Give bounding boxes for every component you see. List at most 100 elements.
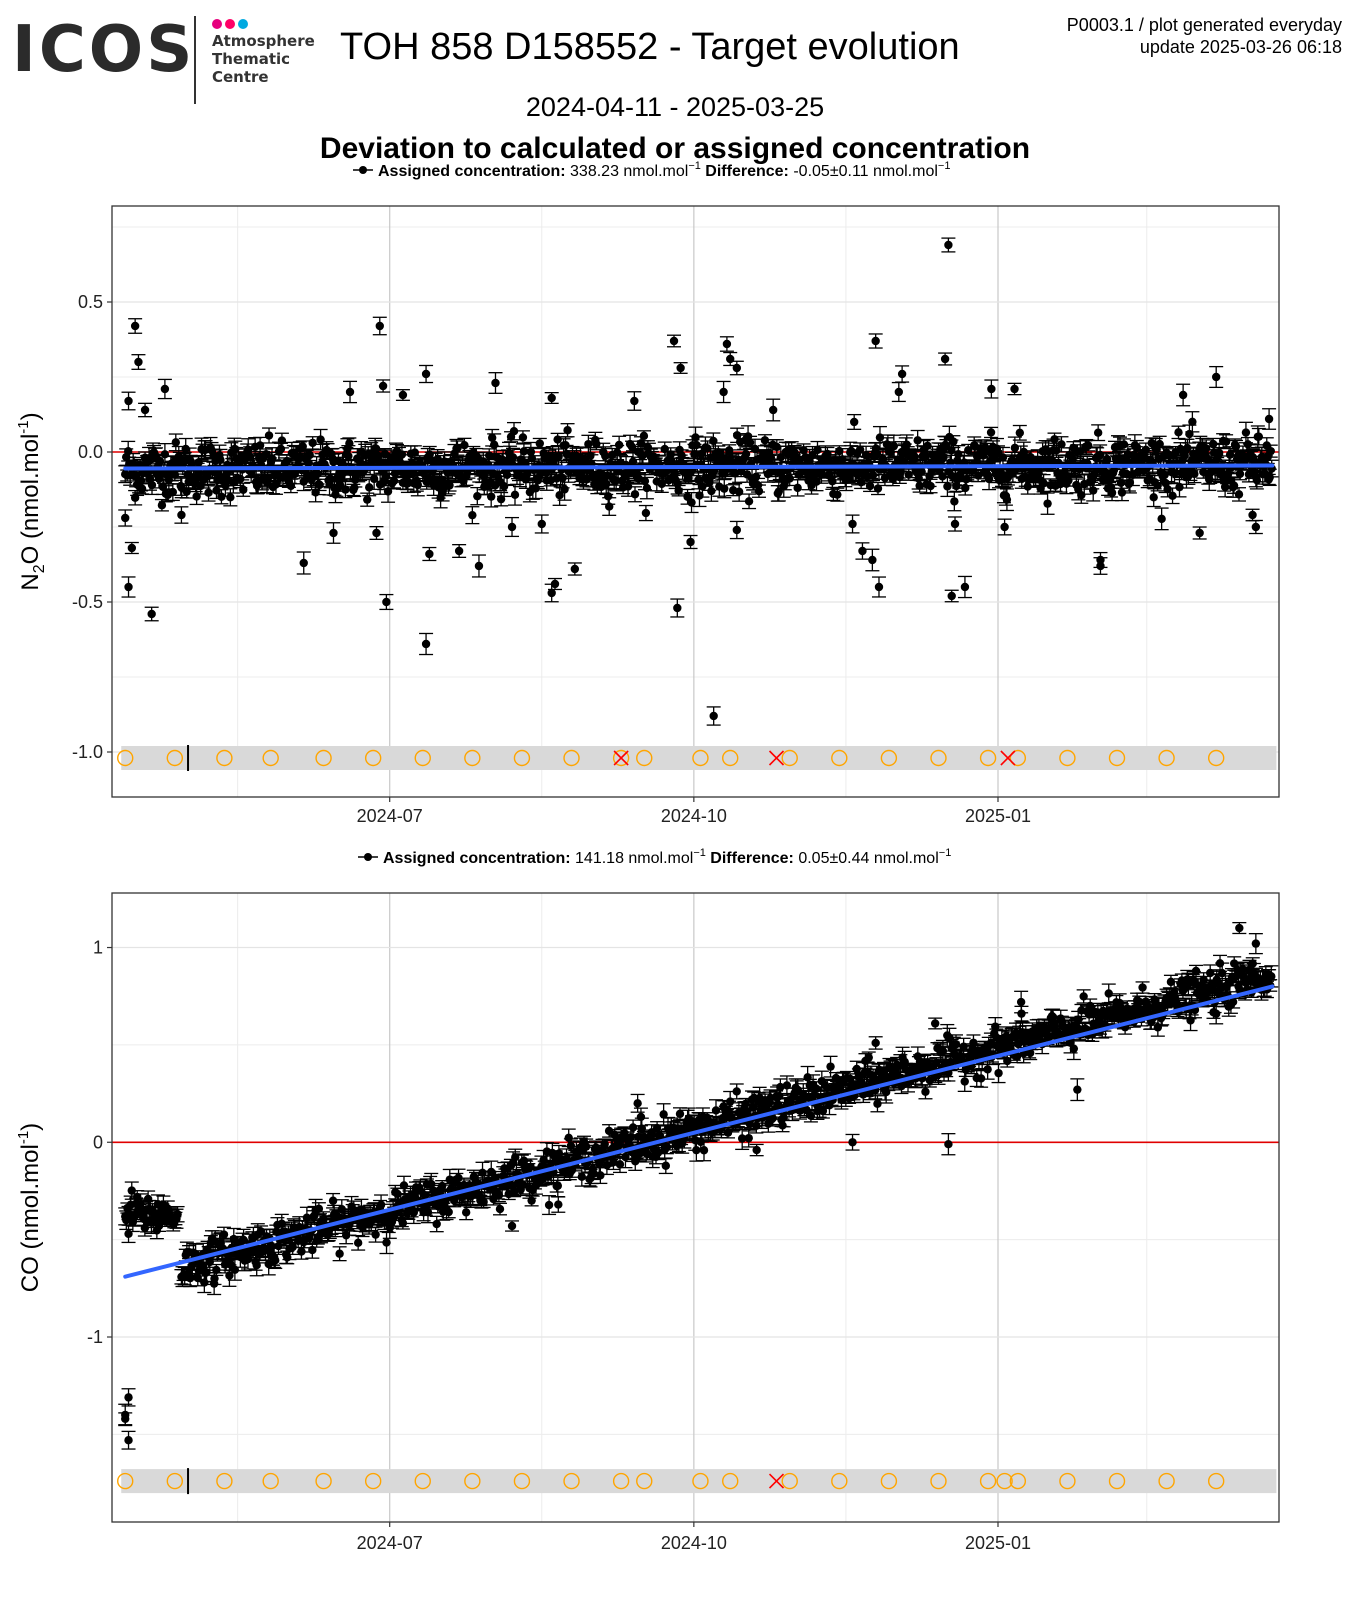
data-point xyxy=(299,558,308,568)
data-point xyxy=(264,431,274,440)
data-point xyxy=(308,438,317,448)
data-point xyxy=(527,453,537,463)
data-point xyxy=(550,579,560,589)
data-point xyxy=(560,485,569,494)
calibration-circle xyxy=(636,749,653,767)
data-point xyxy=(1064,476,1073,485)
data-point xyxy=(489,440,499,449)
logo-dots xyxy=(212,16,251,34)
data-point xyxy=(171,438,181,447)
date-range: 2024-04-11 - 2025-03-25 xyxy=(525,92,825,122)
data-point xyxy=(1114,456,1124,465)
data-point xyxy=(1266,446,1275,456)
data-point xyxy=(1183,443,1192,453)
data-point xyxy=(509,427,519,436)
data-point xyxy=(181,444,190,454)
data-point xyxy=(961,483,970,493)
data-point xyxy=(1084,441,1093,450)
data-point xyxy=(473,491,482,501)
data-point xyxy=(871,336,880,346)
flag-cross xyxy=(613,750,629,766)
data-point xyxy=(833,490,842,499)
data-point xyxy=(382,597,391,607)
y-title-part: ) xyxy=(17,412,44,420)
data-point xyxy=(372,528,381,538)
data-point xyxy=(813,445,822,455)
data-point xyxy=(732,525,742,535)
data-point xyxy=(1251,522,1261,532)
data-point xyxy=(329,528,338,538)
chart-panel-1: 0.5 0.0 -0.5 -1.0 2024-07 2024-10 2025-01 N2O (… xyxy=(15,160,1280,826)
data-point xyxy=(555,491,564,500)
data-point xyxy=(1248,510,1257,520)
data-point xyxy=(669,336,679,346)
data-point xyxy=(673,603,682,613)
data-point xyxy=(1188,417,1197,427)
data-point xyxy=(350,483,359,492)
data-point xyxy=(365,483,374,492)
data-point xyxy=(691,433,700,442)
legend-text: Assigned concentration: 338.23 nmol.mol−… xyxy=(378,160,950,180)
data-point xyxy=(604,492,613,501)
data-point xyxy=(692,440,701,450)
data-point xyxy=(926,481,935,491)
data-point xyxy=(363,495,372,504)
calibration-circle xyxy=(831,749,848,767)
data-point xyxy=(592,439,601,449)
data-point xyxy=(687,498,696,507)
logo-dot-2 xyxy=(225,19,235,29)
logo-dot-1 xyxy=(212,19,222,29)
data-point xyxy=(491,378,500,388)
data-point xyxy=(944,240,953,250)
data-point xyxy=(212,486,221,495)
data-point xyxy=(316,435,325,444)
y-axis-title: N2O (nmol.mol-1) xyxy=(15,412,48,590)
data-point xyxy=(344,451,353,461)
data-point xyxy=(425,549,434,559)
data-point xyxy=(1096,561,1105,571)
data-point xyxy=(499,482,509,491)
data-point xyxy=(474,561,484,571)
data-point xyxy=(987,384,996,394)
data-point xyxy=(986,428,996,437)
data-point xyxy=(722,339,732,349)
data-point xyxy=(1214,448,1224,458)
data-point xyxy=(1202,444,1211,453)
calibration-band xyxy=(121,746,1277,770)
data-point xyxy=(584,439,593,449)
data-point xyxy=(614,440,624,450)
data-point xyxy=(741,449,751,459)
data-point xyxy=(547,588,556,598)
page-title: TOH 858 D158552 - Target evolution xyxy=(340,26,960,68)
data-point xyxy=(421,369,431,379)
data-point xyxy=(1195,528,1204,538)
data-point xyxy=(507,522,517,532)
calibration-circle xyxy=(364,749,382,767)
data-point xyxy=(849,417,859,427)
calibration-circle xyxy=(781,749,798,767)
calibration-circle xyxy=(262,749,279,767)
data-point xyxy=(286,481,296,491)
data-point xyxy=(460,440,469,450)
data-point xyxy=(641,508,651,518)
logo-sub-line-1: Atmosphere xyxy=(212,32,315,50)
data-point xyxy=(496,494,506,504)
data-point xyxy=(226,493,235,502)
data-point xyxy=(1235,469,1245,479)
legend-sup: −1 xyxy=(938,160,951,172)
x-tick-label: 2024-07 xyxy=(357,806,423,826)
data-point xyxy=(547,393,556,403)
data-point xyxy=(160,450,170,459)
data-point xyxy=(1147,438,1156,448)
data-point xyxy=(1093,428,1103,437)
data-point xyxy=(315,480,324,490)
data-point xyxy=(445,481,454,490)
calibration-circle xyxy=(117,749,134,767)
calibration-circle xyxy=(166,749,184,767)
data-point xyxy=(1241,428,1251,437)
data-point xyxy=(751,472,761,482)
data-point xyxy=(345,387,355,397)
panel-border xyxy=(111,205,1280,798)
logo-subtitle: Atmosphere Thematic Centre xyxy=(212,32,315,86)
